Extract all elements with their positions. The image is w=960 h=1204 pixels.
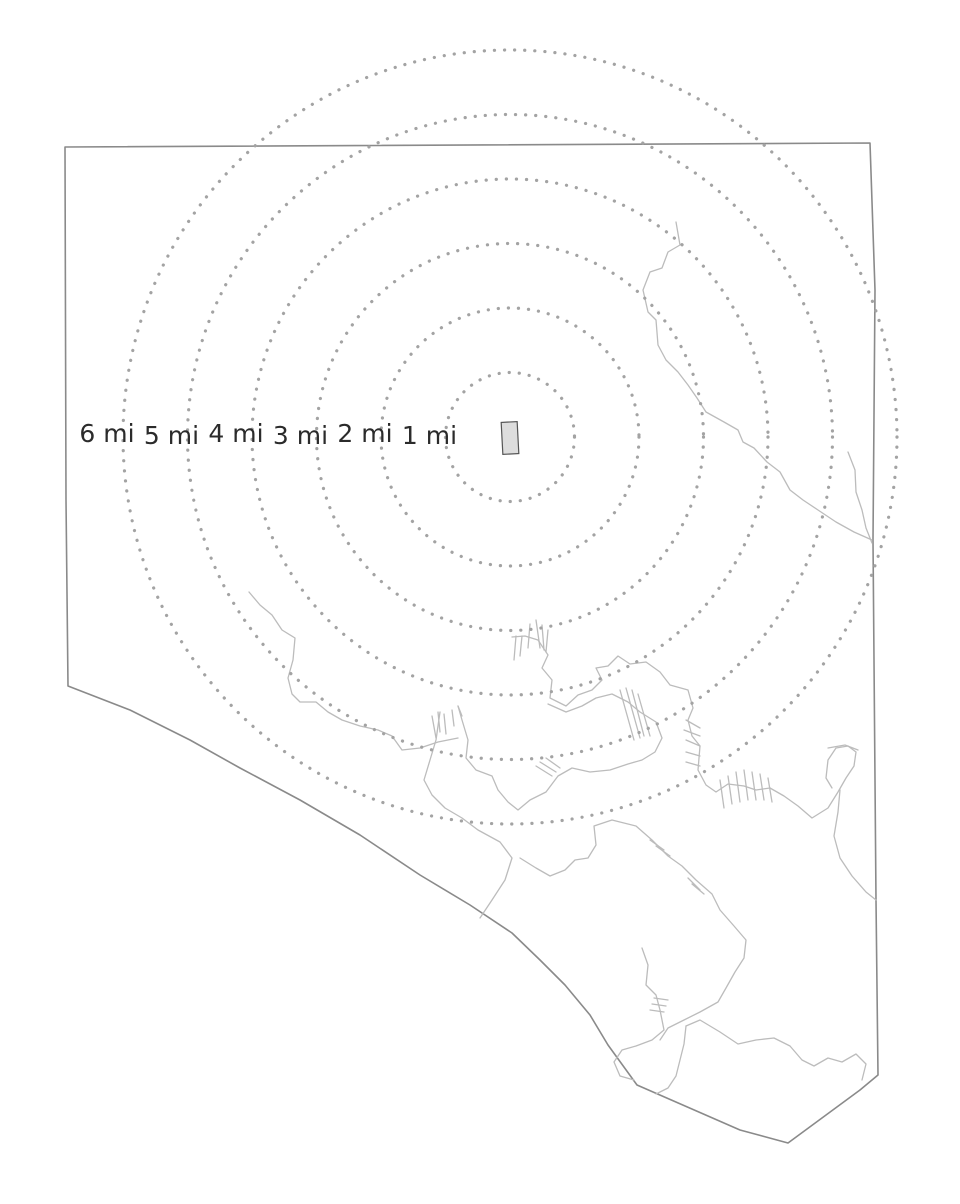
canton-east-shore [769, 745, 857, 819]
distance-ring-5 [185, 112, 835, 762]
distance-ring-4 [250, 177, 770, 697]
distance-ring-6 [121, 48, 899, 826]
west-stream [248, 591, 459, 751]
east-industrial-shore [827, 744, 877, 901]
waterways [248, 221, 877, 1095]
ring-label-1: 1 mi [402, 421, 457, 450]
piers-north [513, 619, 773, 809]
ring-label-5: 5 mi [144, 421, 199, 450]
ring-label-3: 3 mi [273, 421, 328, 450]
distance-ring-1 [443, 370, 577, 504]
piers-middle [535, 757, 705, 1013]
distance-rings [121, 48, 899, 826]
distance-ring-2 [379, 306, 641, 568]
curtis-creek-shore [685, 1019, 867, 1081]
ring-labels: 1 mi 2 mi 3 mi 4 mi 5 mi 6 mi [79, 419, 457, 450]
distance-ring-3 [314, 241, 706, 633]
east-stream [847, 451, 873, 544]
city-boundary [64, 142, 879, 1144]
piers-west [431, 705, 463, 739]
patapsco-north-shore [423, 711, 513, 919]
patapsco-south-shore [519, 819, 747, 1041]
middle-branch-shoreline [457, 693, 663, 811]
center-building-marker [500, 420, 520, 456]
ring-label-2: 2 mi [337, 419, 392, 448]
curtis-bay-shore [613, 947, 665, 1081]
harbor-shoreline-north [511, 635, 771, 793]
inner-curtis-creek [655, 1025, 687, 1095]
ring-label-4: 4 mi [208, 419, 263, 448]
ring-label-6: 6 mi [79, 419, 134, 448]
